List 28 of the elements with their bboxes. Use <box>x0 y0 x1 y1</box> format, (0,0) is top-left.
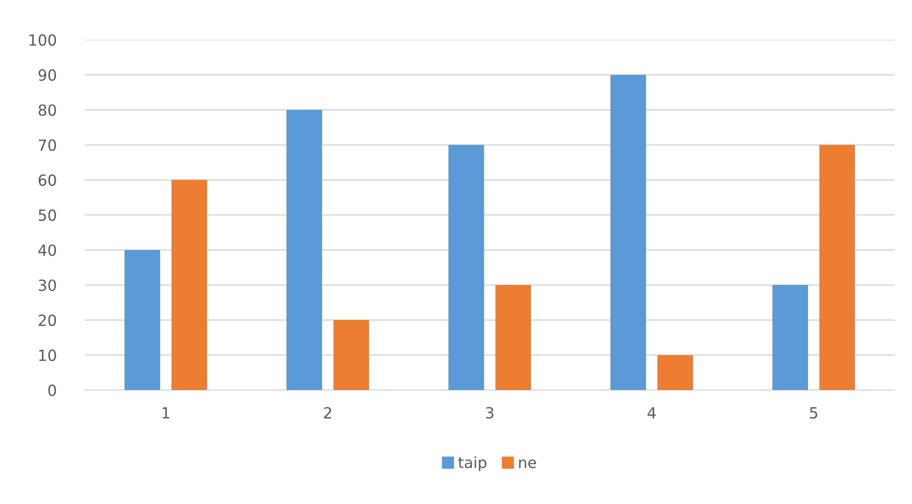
bar <box>819 144 855 390</box>
x-tick-label: 2 <box>324 407 332 418</box>
y-tick-label: 60 <box>38 174 56 186</box>
y-tick-label: 90 <box>38 69 56 81</box>
x-tick-label: 3 <box>486 407 494 419</box>
bar <box>333 320 370 390</box>
y-tick-label: 40 <box>38 244 56 256</box>
y-tick-label: 50 <box>38 209 56 221</box>
bar <box>610 74 646 390</box>
y-tick-label: 100 <box>30 34 56 46</box>
y-tick-label: 80 <box>38 104 56 116</box>
bar <box>124 250 160 390</box>
x-tick-label: 1 <box>162 407 170 418</box>
bar <box>448 144 484 390</box>
bar <box>286 110 322 390</box>
legend-label: taip <box>458 456 486 472</box>
x-tick-label: 5 <box>810 407 818 419</box>
bar <box>171 180 208 390</box>
y-tick-label: 30 <box>38 279 56 292</box>
y-tick-label: 0 <box>48 384 56 396</box>
x-tick-label: 4 <box>648 407 656 418</box>
y-tick-label: 10 <box>39 350 56 362</box>
legend-label: ne <box>519 459 536 468</box>
bar <box>772 285 808 390</box>
bar <box>495 285 532 390</box>
y-tick-label: 20 <box>38 314 56 326</box>
bar <box>657 355 694 390</box>
y-tick-label: 70 <box>38 139 56 151</box>
